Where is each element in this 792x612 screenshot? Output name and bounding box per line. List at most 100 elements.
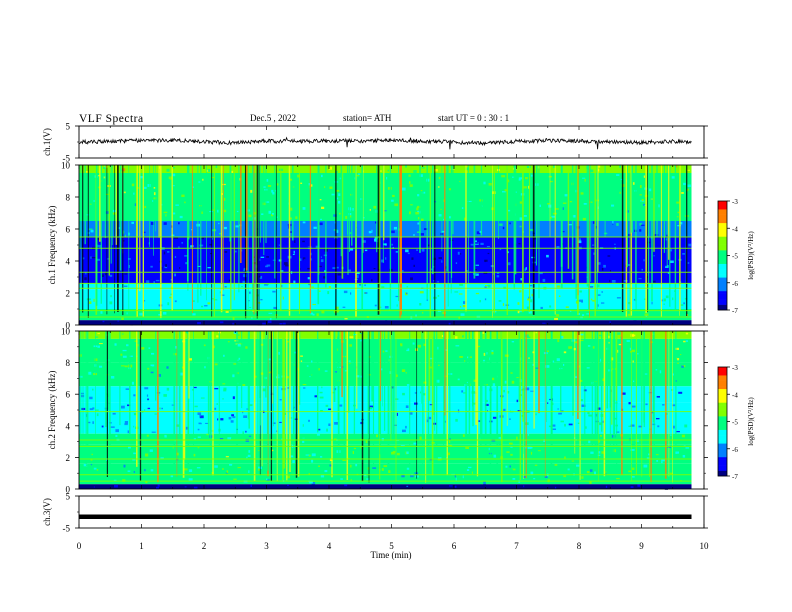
ch1-spectrogram-texture [677,211,680,214]
ch2-spectrogram-texture [585,426,589,429]
ch2-spectrogram-texture [590,451,594,454]
ch2-spectrogram-texture [123,464,126,468]
ch2-spectrogram-texture [632,397,637,400]
ch1-spectrogram-texture [175,291,178,294]
ch2-spectrogram-texture [600,435,602,437]
ch1-spectrogram-texture [112,212,116,215]
ch1-spectrogram-texture [261,306,264,309]
ch1-spectrogram-texture [302,221,306,224]
ch2-spectrogram-texture [87,451,91,454]
ch1-spectrogram-texture [631,304,633,308]
ch2-spectrogram-texture [504,380,507,384]
ch2-spectrogram-texture [452,442,454,444]
ch2-spectrogram-texture [249,426,254,429]
ch1-spectrogram-texture [335,306,339,310]
ch2-spectrogram-colorbar-cell [718,383,727,387]
ch2-spectrogram-texture [188,478,193,481]
ch1-spectrogram-texture [88,301,92,304]
ch1-spectrogram-texture [272,192,276,195]
ch1-spectrogram-texture [420,233,424,236]
ch1-spectrogram-texture [683,182,686,186]
ch2-spectrogram-texture [146,416,148,420]
ch1-spectrogram-texture [554,318,558,321]
ch1-spectrogram-texture [487,284,491,288]
ch1-spectrogram-colorbar-label: log(PSD)(V²/Hz) [747,231,755,280]
ch2-spectrogram-texture [675,347,679,350]
ch1-spectrogram-texture [306,246,311,248]
ch2-spectrogram-texture [141,377,144,380]
ch2-spectrogram-texture [126,344,129,347]
ch1-spectrogram-texture [589,169,594,173]
ch1-spectrogram-texture [479,230,482,233]
ch2-spectrogram-texture [190,486,192,490]
ch1-spectrogram-texture [459,283,463,286]
ch2-spectrogram-texture [143,345,147,347]
ch1-spectrogram-texture [643,204,647,206]
ch2-spectrogram-texture [214,388,219,390]
ch2-spectrogram-colorbar-tick-label: -6 [732,446,738,454]
ch2-spectrogram-texture [242,414,245,416]
ch2-spectrogram-texture [682,373,684,377]
ch1-spectrogram-texture [381,286,385,289]
ch2-spectrogram-texture [276,430,278,432]
ch1-waveform-trace [78,136,692,150]
ch1-spectrogram-texture [311,286,315,288]
ch2-spectrogram-texture [530,471,534,475]
ch2-spectrogram-texture [563,475,567,478]
ch1-spectrogram-texture [213,299,218,301]
ch1-spectrogram-texture [523,274,526,276]
ch1-spectrogram-texture [648,226,652,229]
ch2-spectrogram-texture [417,344,422,348]
ch2-spectrogram-texture [309,376,311,378]
ch1-spectrogram-texture [561,207,564,210]
ch1-spectrogram-colorbar-cell [718,285,727,289]
ch1-spectrogram-texture [592,244,595,246]
ch1-spectrogram-texture [174,237,179,239]
ch1-spectrogram-texture [224,251,228,253]
ch1-spectrogram-texture [455,257,460,261]
ch1-spectrogram-texture [106,258,110,260]
ch1-spectrogram-texture [293,280,296,284]
ch1-spectrogram-texture [518,177,523,180]
ch2-spectrogram-texture [166,366,169,369]
ch1-spectrogram-texture [592,221,595,224]
ch2-spectrogram-texture [318,368,320,371]
ch1-spectrogram-texture [530,299,533,303]
ch1-spectrogram-texture [335,189,340,192]
ch1-spectrogram-texture [481,204,484,206]
ch2-spectrogram-texture [525,387,530,391]
ch1-spectrogram-texture [538,178,541,180]
ch1-spectrogram-texture [145,275,149,279]
ch1-spectrogram-colorbar-cell [718,274,727,278]
ch2-spectrogram-colorbar-cell [718,391,727,395]
ch1-spectrogram-texture [639,165,643,168]
ch2-spectrogram-texture [396,374,398,377]
ch2-spectrogram-texture [643,464,648,468]
ch2-spectrogram-texture [654,477,658,481]
ch2-spectrogram-texture [628,425,632,427]
ch1-spectrogram-texture [519,225,522,228]
ch2-spectrogram-texture [558,412,562,415]
ch1-spectrogram-texture [279,323,283,325]
ch1-spectrogram-texture [318,182,323,185]
ch2-spectrogram-texture [356,367,359,370]
ch2-spectrogram-texture [97,333,100,335]
ch2-spectrogram-texture [545,365,550,368]
ch1-spectrogram-texture [252,212,257,215]
ch1-spectrogram-texture [172,185,175,187]
ch2-spectrogram-texture [483,363,487,366]
ch2-spectrogram-texture [308,364,311,367]
ch2-spectrogram-texture [242,431,244,434]
ch2-spectrogram-texture [526,336,531,339]
ch1-spectrogram-texture [113,177,116,180]
ch1-spectrogram-texture [305,322,309,324]
ch1-spectrogram-texture [276,224,280,226]
ch2-spectrogram-texture [665,464,669,467]
ch1-spectrogram-ylabel: ch.1 Frequency (kHz) [47,206,57,285]
ch2-spectrogram-texture [672,404,676,407]
ch2-spectrogram-texture [587,345,591,347]
ch2-spectrogram-texture [420,390,422,394]
ch1-spectrogram-texture [219,321,224,324]
ch1-spectrogram-texture [548,175,552,178]
ch2-spectrogram-texture [352,451,354,454]
